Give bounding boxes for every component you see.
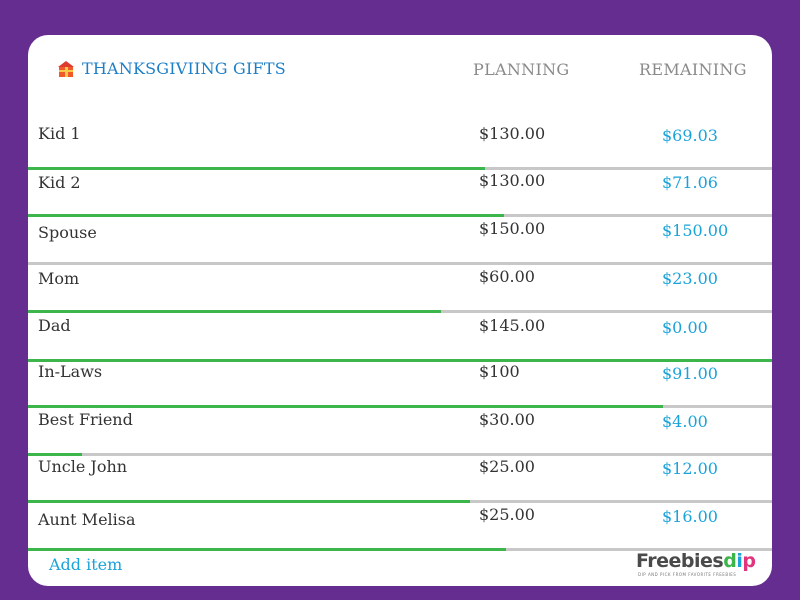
item-planning-amount: $130.00	[479, 124, 546, 143]
item-remaining-amount: $23.00	[662, 269, 718, 288]
planning-column-header: PLANNING	[473, 60, 570, 79]
item-progress-track	[28, 167, 772, 170]
item-remaining-amount: $69.03	[662, 126, 718, 145]
item-progress-track	[28, 214, 772, 217]
item-remaining-amount: $71.06	[662, 173, 718, 192]
item-name: Mom	[38, 269, 80, 288]
item-name: Spouse	[38, 223, 97, 242]
item-progress-track	[28, 500, 772, 503]
header: THANKSGIVIING GIFTS PLANNING REMAINING	[28, 35, 772, 105]
logo-wordmark: Freebiesdip	[636, 550, 756, 572]
item-planning-amount: $150.00	[479, 219, 546, 238]
item-planning-amount: $30.00	[479, 410, 535, 429]
item-name: Kid 1	[38, 124, 81, 143]
item-name: In-Laws	[38, 362, 103, 381]
item-progress-fill	[28, 310, 441, 313]
item-progress-track	[28, 359, 772, 362]
item-name: Uncle John	[38, 457, 128, 476]
item-progress-track	[28, 453, 772, 456]
list-item[interactable]: Spouse $150.00 $150.00	[28, 219, 772, 265]
item-progress-track	[28, 262, 772, 265]
item-progress-fill	[28, 359, 772, 362]
item-progress-track	[28, 405, 772, 408]
item-progress-fill	[28, 453, 82, 456]
list-item[interactable]: Dad $145.00 $0.00	[28, 316, 772, 362]
list-item[interactable]: Best Friend $30.00 $4.00	[28, 410, 772, 456]
item-name: Dad	[38, 316, 71, 335]
add-item-link[interactable]: Add item	[49, 555, 123, 574]
list-item[interactable]: Aunt Melisa $25.00 $16.00	[28, 505, 772, 551]
item-planning-amount: $60.00	[479, 267, 535, 286]
item-progress-fill	[28, 214, 504, 217]
gift-icon	[56, 60, 76, 78]
logo-tagline: DIP AND PICK FROM FAVORITE FREEBIES	[638, 572, 737, 577]
item-remaining-amount: $150.00	[662, 221, 729, 240]
list-item[interactable]: Mom $60.00 $23.00	[28, 267, 772, 313]
item-name: Kid 2	[38, 173, 81, 192]
item-planning-amount: $25.00	[479, 505, 535, 524]
item-remaining-amount: $12.00	[662, 459, 718, 478]
item-progress-fill	[28, 405, 663, 408]
item-remaining-amount: $0.00	[662, 318, 708, 337]
title-wrap: THANKSGIVIING GIFTS	[56, 59, 286, 78]
item-name: Best Friend	[38, 410, 133, 429]
item-remaining-amount: $16.00	[662, 507, 718, 526]
item-remaining-amount: $4.00	[662, 412, 708, 431]
item-remaining-amount: $91.00	[662, 364, 718, 383]
gift-planner-card: THANKSGIVIING GIFTS PLANNING REMAINING K…	[28, 35, 772, 586]
freebiesdip-logo: Freebiesdip DIP AND PICK FROM FAVORITE F…	[636, 550, 756, 577]
item-planning-amount: $130.00	[479, 171, 546, 190]
list-item[interactable]: In-Laws $100 $91.00	[28, 362, 772, 408]
item-name: Aunt Melisa	[38, 510, 136, 529]
item-progress-track	[28, 548, 772, 551]
item-progress-fill	[28, 500, 470, 503]
list-item[interactable]: Kid 2 $130.00 $71.06	[28, 171, 772, 217]
item-progress-track	[28, 310, 772, 313]
item-planning-amount: $100	[479, 362, 520, 381]
remaining-column-header: REMAINING	[639, 60, 747, 79]
list-item[interactable]: Kid 1 $130.00 $69.03	[28, 124, 772, 170]
page-title: THANKSGIVIING GIFTS	[82, 59, 286, 78]
item-planning-amount: $145.00	[479, 316, 546, 335]
item-planning-amount: $25.00	[479, 457, 535, 476]
item-progress-fill	[28, 548, 506, 551]
item-progress-fill	[28, 167, 485, 170]
list-item[interactable]: Uncle John $25.00 $12.00	[28, 457, 772, 503]
